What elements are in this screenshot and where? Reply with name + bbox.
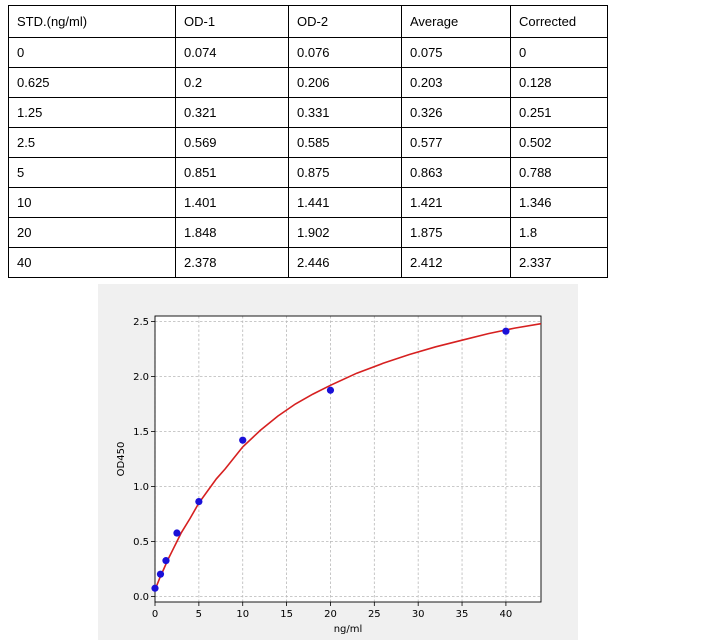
- x-tick-label: 5: [196, 609, 202, 620]
- y-tick-label: 2.0: [133, 372, 149, 383]
- x-tick-label: 20: [324, 609, 337, 620]
- table-cell: 0.2: [175, 67, 289, 98]
- table-cell: 20: [8, 217, 176, 248]
- data-point: [162, 557, 170, 565]
- table-cell: 2.378: [175, 247, 289, 278]
- data-point: [195, 497, 203, 506]
- data-point: [502, 327, 510, 335]
- table-cell: 1.421: [401, 187, 511, 218]
- table-cell: 1.875: [401, 217, 511, 248]
- table-cell: 1.902: [288, 217, 402, 248]
- data-point: [151, 584, 159, 592]
- table-cell: 2.446: [288, 247, 402, 278]
- table-row: 20 1.848 1.902 1.875 1.8: [8, 217, 608, 248]
- table-cell: 5: [8, 157, 176, 188]
- table-cell: 0.875: [288, 157, 402, 188]
- table-cell: 1.8: [510, 217, 608, 248]
- column-header: OD-1: [175, 5, 289, 38]
- table-cell: 0.585: [288, 127, 402, 158]
- table-cell: 0.128: [510, 67, 608, 98]
- table-row: 2.5 0.569 0.585 0.577 0.502: [8, 127, 608, 158]
- table-cell: 1.401: [175, 187, 289, 218]
- table-cell: 0.206: [288, 67, 402, 98]
- table-cell: 0.321: [175, 97, 289, 128]
- y-tick-label: 2.5: [133, 317, 149, 328]
- table-cell: 2.412: [401, 247, 511, 278]
- chart-svg: 0 5 10 15 20 25 30 35 40 0.0 0.5 1.0 1.5 2.0 2.5 ng/ml O…: [116, 315, 542, 635]
- table-cell: 0.074: [175, 37, 289, 68]
- table-cell: 0: [8, 37, 176, 68]
- table-cell: 1.848: [175, 217, 289, 248]
- table-cell: 0.331: [288, 97, 402, 128]
- table-cell: 0.788: [510, 157, 608, 188]
- data-point: [326, 386, 335, 394]
- y-axis-title: OD450: [116, 442, 127, 477]
- y-tick-label: 0.0: [133, 592, 149, 603]
- table-cell: 1.25: [8, 97, 176, 128]
- table-row: 5 0.851 0.875 0.863 0.788: [8, 157, 608, 188]
- table-cell: 1.346: [510, 187, 608, 218]
- data-point: [173, 529, 181, 537]
- table-cell: 0.863: [401, 157, 511, 188]
- y-tick-label: 1.0: [133, 482, 149, 493]
- x-tick-label: 30: [412, 609, 425, 620]
- y-tick-label: 0.5: [133, 537, 149, 548]
- column-header: Corrected: [510, 5, 608, 38]
- table-cell: 0.203: [401, 67, 511, 98]
- table-cell: 10: [8, 187, 176, 218]
- x-tick-label: 15: [280, 609, 293, 620]
- table-cell: 0.577: [401, 127, 511, 158]
- standard-curve-chart: 0 5 10 15 20 25 30 35 40 0.0 0.5 1.0 1.5 2.0 2.5 ng/ml O…: [98, 284, 578, 640]
- plot-frame: [154, 315, 542, 603]
- table-cell: 0.251: [510, 97, 608, 128]
- table-cell: 0.326: [401, 97, 511, 128]
- plot-area: [155, 316, 541, 602]
- data-point: [156, 570, 165, 578]
- x-tick-label: 25: [368, 609, 381, 620]
- table-cell: 0.076: [288, 37, 402, 68]
- table-header-row: STD.(ng/ml) OD-1 OD-2 Average Corrected: [8, 5, 608, 38]
- x-tick-label: 10: [236, 609, 249, 620]
- table-row: 0.625 0.2 0.206 0.203 0.128: [8, 67, 608, 98]
- table-cell: 0.625: [8, 67, 176, 98]
- column-header: Average: [401, 5, 511, 38]
- table-cell: 2.337: [510, 247, 608, 278]
- table-cell: 0: [510, 37, 608, 68]
- x-axis-title: ng/ml: [334, 624, 363, 635]
- table-cell: 0.851: [175, 157, 289, 188]
- data-point: [239, 436, 247, 444]
- table-cell: 0.569: [175, 127, 289, 158]
- x-tick-label: 35: [456, 609, 469, 620]
- table-cell: 0.502: [510, 127, 608, 158]
- table-cell: 2.5: [8, 127, 176, 158]
- column-header: STD.(ng/ml): [8, 5, 176, 38]
- standards-table: STD.(ng/ml) OD-1 OD-2 Average Corrected 0 0.07…: [8, 5, 608, 278]
- table-cell: 0.075: [401, 37, 511, 68]
- column-header: OD-2: [288, 5, 402, 38]
- table-row: 0 0.074 0.076 0.075 0: [8, 37, 608, 68]
- fit-curve-line: [154, 322, 542, 591]
- x-tick-label: 0: [152, 609, 158, 620]
- y-tick-label: 1.5: [133, 427, 149, 438]
- table-row: 40 2.378 2.446 2.412 2.337: [8, 247, 608, 278]
- table-cell: 40: [8, 247, 176, 278]
- table-row: 10 1.401 1.441 1.421 1.346: [8, 187, 608, 218]
- table-row: 1.25 0.321 0.331 0.326 0.251: [8, 97, 608, 128]
- table-cell: 1.441: [288, 187, 402, 218]
- x-tick-label: 40: [500, 609, 513, 620]
